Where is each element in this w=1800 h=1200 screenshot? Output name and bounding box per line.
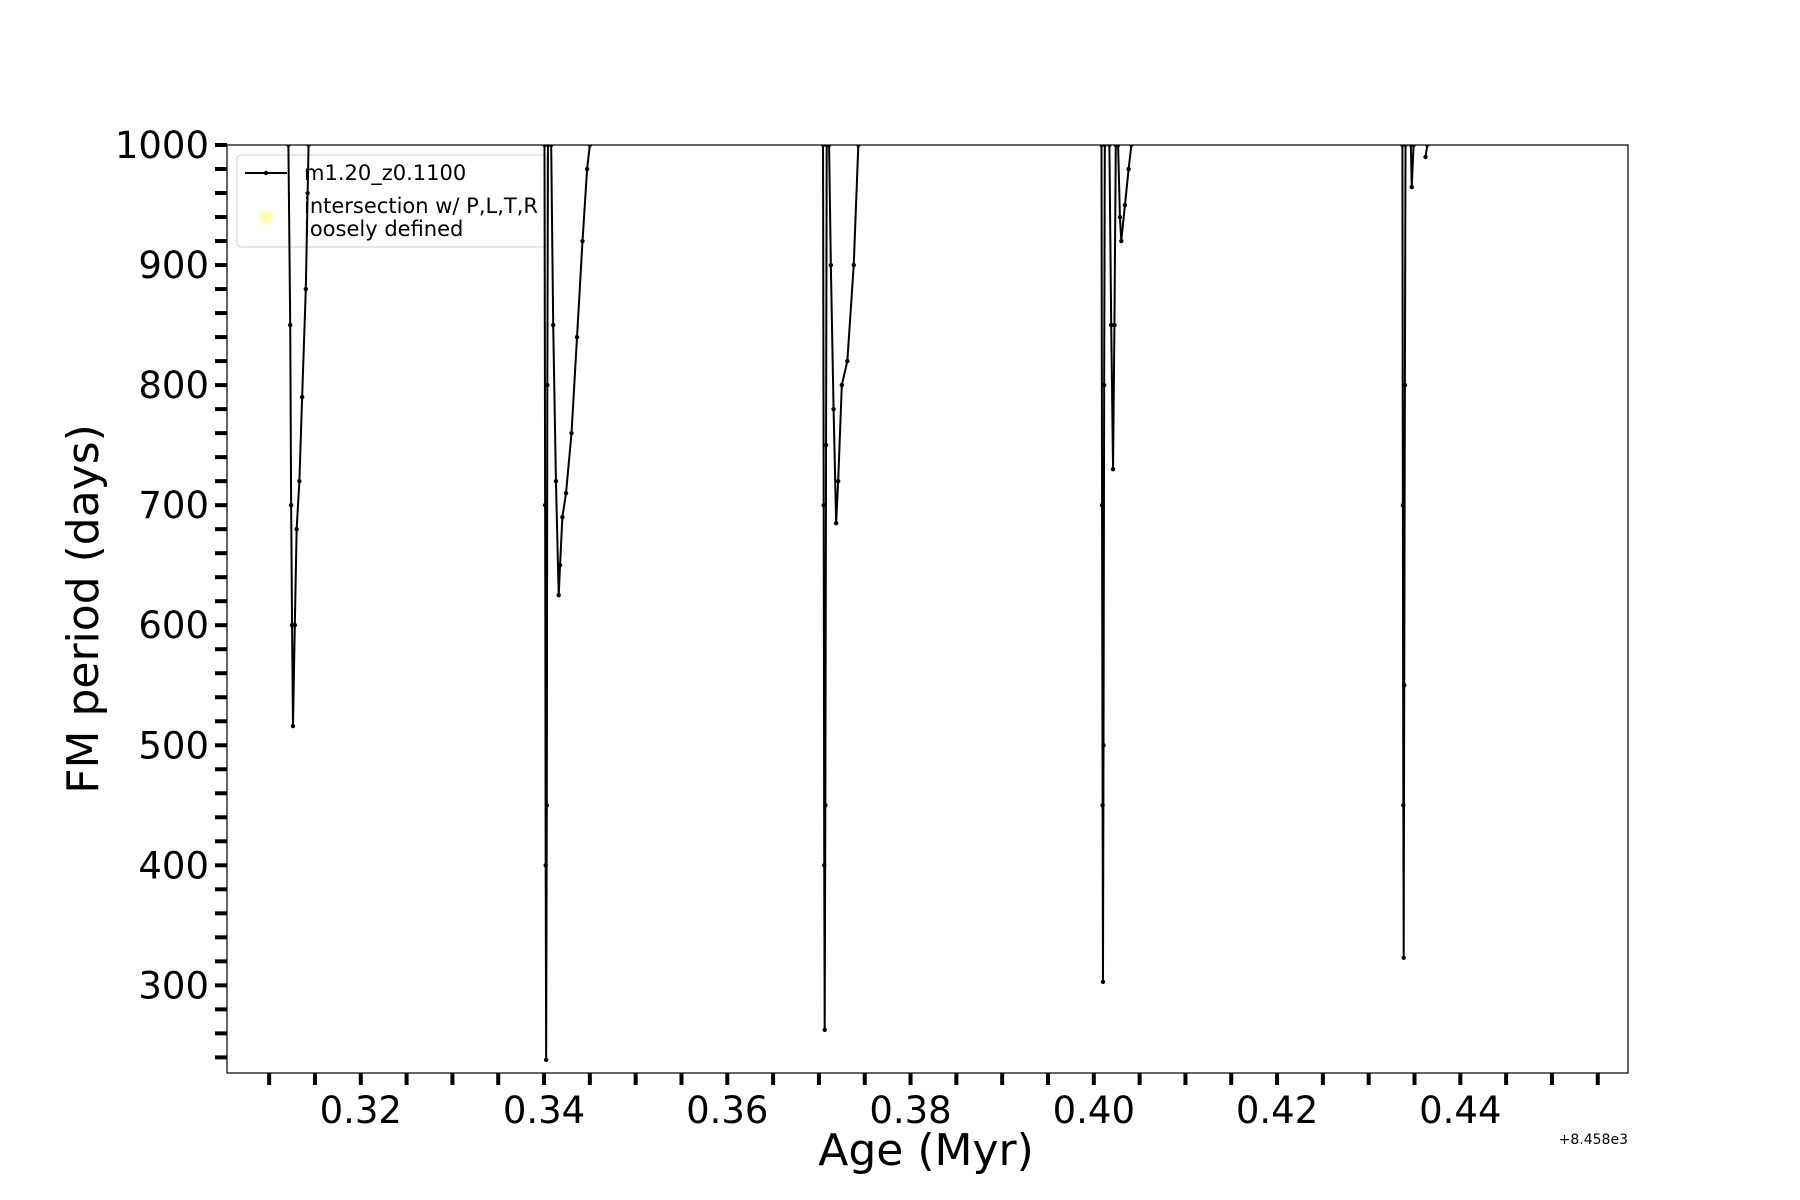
- point-marker: [831, 406, 836, 412]
- point-marker: [569, 430, 574, 436]
- point-marker: [1126, 166, 1131, 172]
- point-marker: [1402, 683, 1407, 688]
- legend-label: intersection w/ P,L,T,R loosely defined: [304, 194, 538, 241]
- series: [286, 145, 1430, 1062]
- point-marker: [1117, 214, 1123, 220]
- point-marker: [839, 382, 845, 388]
- x-tick-label: 0.40: [1053, 1089, 1135, 1132]
- point-marker: [544, 803, 549, 808]
- point-marker: [542, 502, 548, 508]
- point-marker: [822, 1027, 827, 1032]
- point-marker: [835, 478, 841, 484]
- point-marker: [821, 502, 826, 508]
- y-tick-label: 400: [138, 844, 209, 887]
- point-marker: [288, 322, 293, 328]
- point-marker: [563, 490, 569, 496]
- point-marker: [845, 358, 850, 364]
- legend-marker: [263, 170, 269, 176]
- x-tick-label: 0.34: [503, 1089, 585, 1132]
- point-marker: [297, 478, 302, 484]
- point-marker: [580, 238, 585, 244]
- point-marker: [299, 394, 305, 400]
- point-marker: [290, 723, 296, 729]
- point-marker: [550, 322, 556, 328]
- point-marker: [556, 592, 561, 598]
- point-marker: [1401, 955, 1406, 960]
- point-marker: [557, 562, 563, 568]
- point-marker: [1101, 382, 1107, 388]
- x-tick-label: 0.32: [320, 1089, 402, 1132]
- point-marker: [548, 145, 554, 148]
- point-marker: [542, 145, 547, 148]
- point-marker: [1115, 145, 1121, 148]
- x-tick-label: 0.42: [1236, 1089, 1318, 1132]
- point-marker: [1101, 743, 1106, 748]
- y-tick-label: 600: [138, 604, 209, 647]
- point-marker: [1129, 145, 1134, 148]
- legend: m1.20_z0.1100 intersection w/ P,L,T,R loos…: [236, 154, 548, 248]
- point-marker: [1100, 979, 1106, 984]
- x-tick-label: 0.38: [869, 1089, 951, 1132]
- plot-frame: [226, 144, 1629, 1074]
- point-marker: [1400, 502, 1406, 508]
- point-marker: [553, 478, 559, 484]
- point-marker: [303, 286, 309, 292]
- series-line: [287, 145, 1429, 1060]
- point-marker: [543, 863, 548, 868]
- point-marker: [1112, 322, 1117, 328]
- point-marker: [823, 803, 828, 808]
- point-marker: [560, 514, 565, 520]
- y-tick-label: 900: [138, 244, 209, 287]
- point-marker: [823, 442, 829, 448]
- legend-label: m1.20_z0.1100: [304, 161, 466, 186]
- y-tick-label: 500: [138, 724, 209, 767]
- point-marker: [292, 623, 298, 628]
- point-marker: [1409, 184, 1414, 190]
- x-tick-label: 0.44: [1419, 1089, 1501, 1132]
- point-marker: [1411, 145, 1416, 148]
- point-marker: [856, 145, 861, 148]
- y-tick-label: 800: [138, 364, 209, 407]
- point-marker: [1122, 202, 1128, 208]
- point-marker: [1099, 502, 1105, 508]
- point-marker: [1102, 145, 1108, 148]
- point-marker: [587, 145, 593, 148]
- point-marker: [1109, 322, 1114, 328]
- point-marker: [1402, 382, 1408, 388]
- point-marker: [828, 262, 834, 268]
- point-marker: [584, 166, 590, 172]
- point-marker: [574, 334, 580, 340]
- point-marker: [1401, 803, 1406, 808]
- point-marker: [851, 262, 856, 268]
- point-marker: [1110, 466, 1116, 472]
- point-marker: [822, 863, 827, 868]
- point-marker: [1099, 145, 1104, 148]
- legend-marker: [259, 210, 273, 224]
- point-marker: [543, 1057, 549, 1062]
- point-marker: [288, 502, 294, 508]
- y-axis-label: FM period (days): [58, 424, 109, 794]
- point-marker: [826, 145, 832, 148]
- point-marker: [545, 382, 550, 388]
- point-marker: [820, 145, 826, 148]
- point-marker: [1403, 145, 1408, 148]
- point-marker: [306, 145, 311, 148]
- x-tick-label: 0.36: [686, 1089, 768, 1132]
- y-tick-label: 300: [138, 964, 209, 1007]
- x-offset-text: +8.458e3: [1559, 1132, 1628, 1148]
- point-marker: [1119, 238, 1124, 244]
- point-marker: [1100, 803, 1105, 808]
- y-tick-label: 700: [138, 484, 209, 527]
- point-marker: [1423, 154, 1428, 160]
- point-marker: [305, 190, 310, 196]
- point-marker: [1425, 145, 1430, 148]
- y-tick-label: 1000: [115, 124, 209, 167]
- point-marker: [294, 526, 299, 532]
- point-marker: [833, 520, 839, 526]
- x-axis-label: Age (Myr): [818, 1125, 1034, 1176]
- point-marker: [286, 145, 291, 148]
- point-marker: [1107, 145, 1112, 148]
